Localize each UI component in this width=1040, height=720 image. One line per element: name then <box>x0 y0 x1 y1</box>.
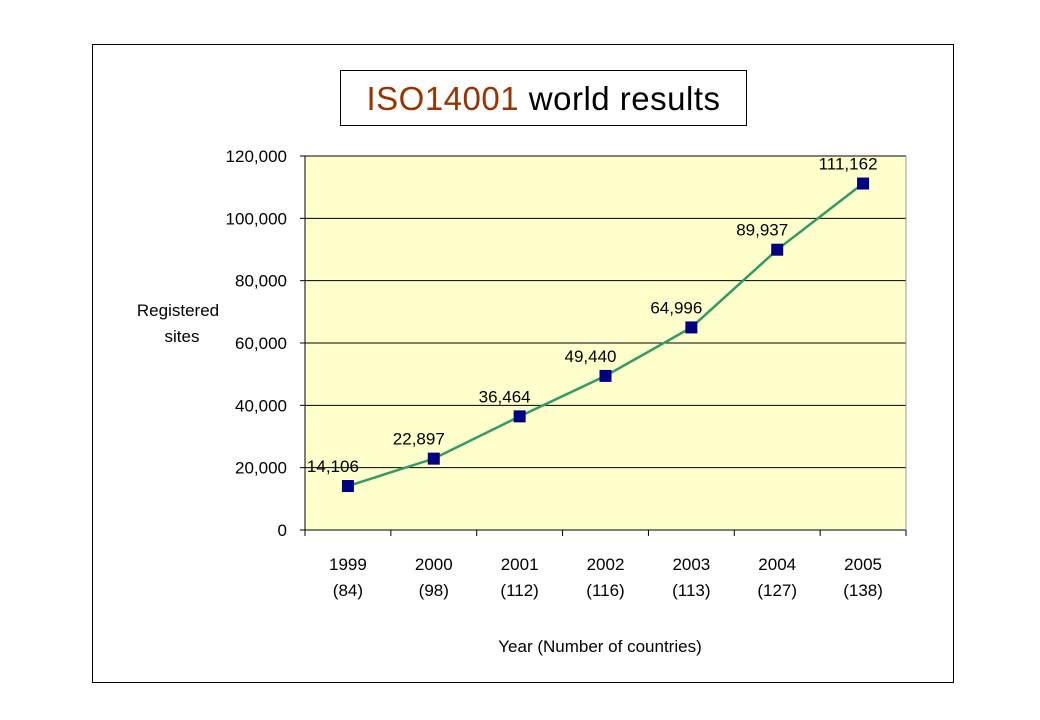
x-axis-title: Year (Number of countries) <box>498 637 701 656</box>
data-point <box>341 480 354 493</box>
data-labels: 14,106 22,897 36,464 49,440 64,996 89,937 111,… <box>307 155 878 476</box>
slide-frame <box>92 44 954 683</box>
x-tick-label-year: 2004 <box>758 555 796 574</box>
x-tick-labels: 1999 (84) 2000 (98) 2001 (112) 2002 (116) 2003 (1… <box>329 555 883 600</box>
data-point <box>857 177 870 190</box>
y-tick-label: 120,000 <box>226 147 287 166</box>
y-tick-label: 60,000 <box>235 334 287 353</box>
y-tick-label: 20,000 <box>235 459 287 478</box>
y-tick-label: 80,000 <box>235 272 287 291</box>
series <box>341 177 870 493</box>
x-tick-label-countries: (127) <box>757 581 797 600</box>
data-label: 49,440 <box>565 347 617 366</box>
gridlines <box>305 155 906 469</box>
axes <box>300 155 907 536</box>
data-label: 111,162 <box>819 155 878 174</box>
y-tick-label: 100,000 <box>226 209 287 228</box>
y-tick-label: 0 <box>278 521 287 540</box>
x-tick-label-countries: (112) <box>500 581 538 600</box>
y-axis-title-line1: Registered <box>137 301 219 320</box>
x-tick-label-year: 2003 <box>672 555 710 574</box>
x-tick-label-year: 2001 <box>501 555 539 574</box>
x-tick-label-countries: (113) <box>672 581 710 600</box>
data-label: 36,464 <box>479 387 531 406</box>
x-tick-label-countries: (116) <box>586 581 624 600</box>
x-tick-label-countries: (98) <box>419 581 449 600</box>
data-point <box>513 410 526 423</box>
x-tick-label-year: 2000 <box>415 555 453 574</box>
title-iso-part: ISO14001 <box>366 80 520 117</box>
data-point <box>771 243 784 256</box>
data-point <box>599 369 612 382</box>
x-tick-label-countries: (138) <box>843 581 883 600</box>
x-tick-label-year: 1999 <box>329 555 367 574</box>
data-point <box>685 321 698 334</box>
data-label: 89,937 <box>736 221 788 240</box>
x-tick-label-countries: (84) <box>333 581 363 600</box>
x-tick-label-year: 2005 <box>844 555 882 574</box>
title-rest-part: world results <box>519 80 721 117</box>
x-tick-label-year: 2002 <box>587 555 625 574</box>
data-point <box>427 452 440 465</box>
data-label: 14,106 <box>307 457 359 476</box>
data-label: 64,996 <box>650 298 702 317</box>
chart-title: ISO14001 world results <box>340 70 747 126</box>
data-label: 22,897 <box>393 430 445 449</box>
y-tick-label: 40,000 <box>235 396 287 415</box>
y-tick-labels: 0 20,000 40,000 60,000 80,000 100,000 120,000 <box>226 147 287 540</box>
y-axis-title-line2: sites <box>165 327 200 346</box>
